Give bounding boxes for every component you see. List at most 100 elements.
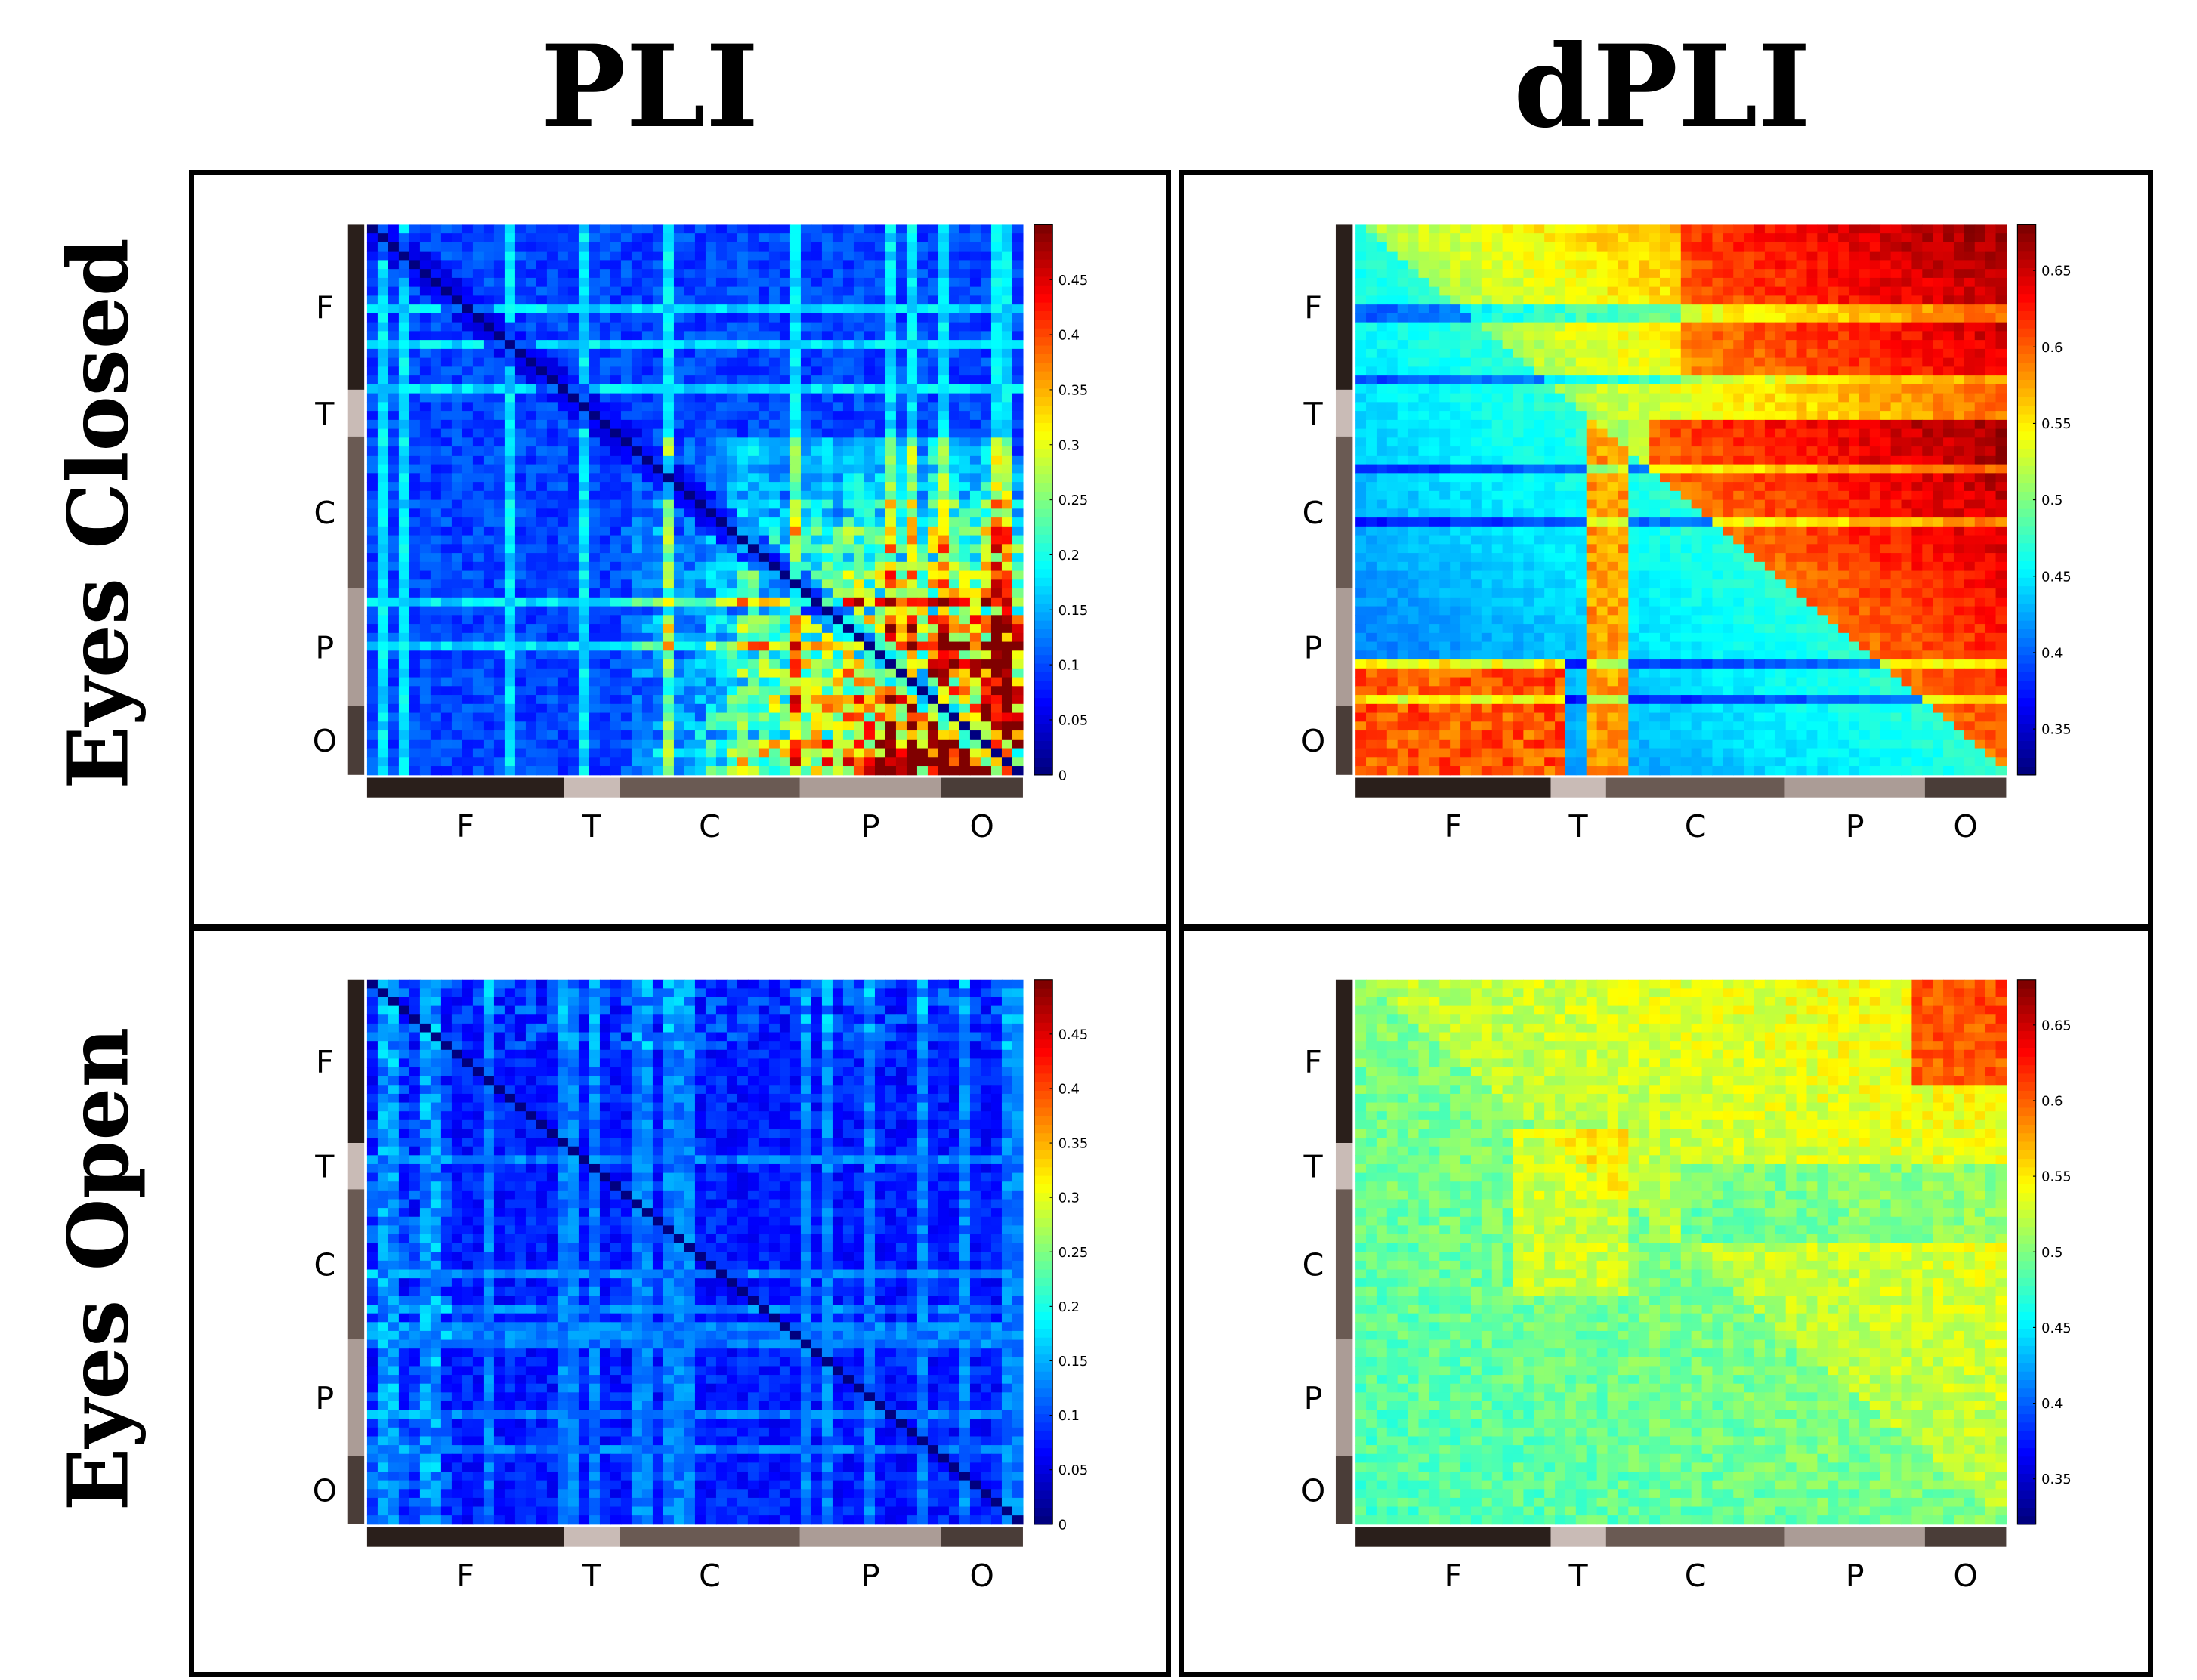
heatmap-cell	[1796, 366, 1808, 376]
heatmap-cell	[1639, 224, 1650, 234]
heatmap-cell	[620, 437, 632, 447]
heatmap-cell	[536, 251, 548, 261]
heatmap-cell	[493, 668, 505, 678]
heatmap-cell	[1439, 242, 1451, 252]
heatmap-cell	[536, 650, 548, 660]
heatmap-cell	[663, 508, 675, 518]
heatmap-cell	[366, 526, 379, 536]
heatmap-cell	[1806, 224, 1818, 234]
heatmap-cell	[885, 632, 897, 643]
heatmap-cell	[1764, 233, 1776, 243]
heatmap-cell	[1922, 348, 1933, 359]
heatmap-cell	[694, 579, 706, 589]
heatmap-cell	[990, 748, 1003, 758]
heatmap-cell	[948, 668, 960, 678]
heatmap-cell	[1001, 686, 1013, 696]
heatmap-cell	[419, 286, 431, 296]
heatmap-cell	[430, 695, 442, 705]
heatmap-cell	[800, 473, 812, 483]
heatmap-cell	[789, 641, 802, 651]
heatmap-cell	[864, 686, 876, 696]
heatmap-cell	[557, 668, 569, 678]
heatmap-cell	[853, 686, 865, 696]
heatmap-cell	[652, 766, 664, 776]
heatmap-cell	[366, 490, 379, 501]
heatmap-cell	[853, 677, 865, 687]
heatmap-cell	[1001, 668, 1013, 678]
heatmap-cell	[440, 579, 453, 589]
heatmap-cell	[1691, 260, 1703, 270]
heatmap-cell	[853, 366, 865, 376]
heatmap-cell	[514, 286, 527, 296]
heatmap-cell	[1001, 712, 1013, 722]
heatmap-cell	[366, 384, 379, 394]
heatmap-cell	[1491, 357, 1503, 367]
heatmap-cell	[1933, 269, 1944, 279]
heatmap-cell	[758, 322, 770, 332]
heatmap-cell	[1439, 322, 1451, 332]
heatmap-cell	[990, 730, 1003, 740]
heatmap-cell	[472, 375, 484, 385]
heatmap-cell	[504, 402, 516, 412]
heatmap-cell	[959, 384, 971, 394]
heatmap-cell	[610, 411, 622, 421]
heatmap-cell	[419, 313, 431, 323]
heatmap-cell	[959, 535, 971, 545]
heatmap-cell	[1439, 348, 1451, 359]
heatmap-cell	[1397, 233, 1409, 243]
heatmap-cell	[1523, 269, 1534, 279]
heatmap-cell	[567, 606, 579, 616]
heatmap-cell	[1785, 251, 1797, 261]
heatmap-cell	[1701, 304, 1713, 314]
heatmap-cell	[514, 517, 527, 527]
heatmap-cell	[1534, 277, 1545, 288]
heatmap-cell	[832, 526, 844, 536]
heatmap-cell	[853, 313, 865, 323]
heatmap-cell	[462, 331, 474, 341]
heatmap-cell	[747, 366, 759, 376]
heatmap-cell	[430, 269, 442, 279]
heatmap-cell	[663, 286, 675, 296]
heatmap-cell	[1607, 224, 1618, 234]
heatmap-cell	[641, 455, 654, 465]
heatmap-cell	[641, 446, 654, 456]
heatmap-cell	[832, 357, 844, 367]
heatmap-cell	[800, 544, 812, 554]
heatmap-cell	[1953, 295, 1965, 305]
heatmap-cell	[853, 748, 865, 758]
heatmap-cell	[684, 384, 696, 394]
heatmap-cell	[1386, 233, 1398, 243]
heatmap-cell	[1575, 322, 1587, 332]
heatmap-cell	[832, 411, 844, 421]
heatmap-cell	[546, 419, 558, 430]
colorbar-segment	[1034, 542, 1053, 552]
heatmap-cell	[599, 668, 611, 678]
heatmap-cell	[1796, 304, 1808, 314]
heatmap-cell	[789, 570, 802, 580]
heatmap-cell	[1470, 295, 1482, 305]
heatmap-cell	[705, 437, 717, 447]
heatmap-cell	[1890, 340, 1902, 350]
heatmap-cell	[409, 739, 421, 749]
heatmap-cell	[969, 402, 981, 412]
heatmap-cell	[990, 615, 1003, 625]
heatmap-cell	[430, 455, 442, 465]
heatmap-cell	[599, 730, 611, 740]
heatmap-cell	[1397, 313, 1409, 323]
heatmap-cell	[451, 553, 463, 563]
heatmap-cell	[684, 597, 696, 607]
heatmap-cell	[1880, 242, 1892, 252]
heatmap-cell	[398, 686, 410, 696]
heatmap-cell	[789, 597, 802, 607]
heatmap-cell	[472, 446, 484, 456]
heatmap-cell	[514, 668, 527, 678]
heatmap-cell	[377, 277, 389, 288]
heatmap-cell	[726, 419, 738, 430]
heatmap-cell	[504, 366, 516, 376]
heatmap-cell	[864, 482, 876, 492]
heatmap-cell	[747, 277, 759, 288]
heatmap-cell	[1806, 313, 1818, 323]
heatmap-cell	[388, 251, 400, 261]
heatmap-cell	[462, 508, 474, 518]
heatmap-cell	[514, 393, 527, 403]
